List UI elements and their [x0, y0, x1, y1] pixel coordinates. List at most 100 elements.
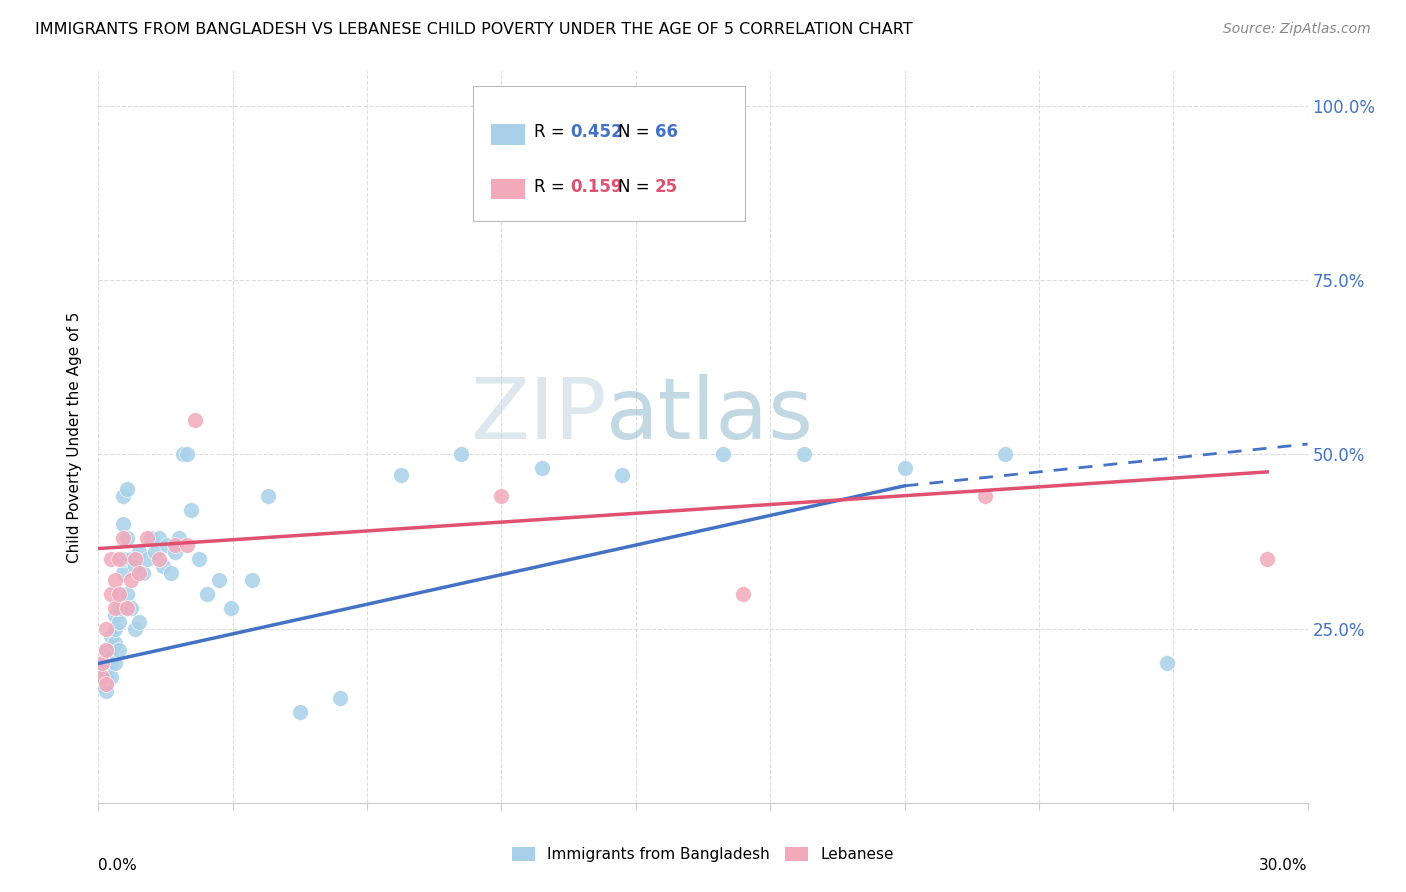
Immigrants from Bangladesh: [530, 461, 553, 475]
Immigrants from Bangladesh: [167, 531, 190, 545]
Immigrants from Bangladesh: [96, 684, 118, 698]
Legend: Immigrants from Bangladesh, Lebanese: Immigrants from Bangladesh, Lebanese: [506, 841, 900, 868]
Immigrants from Bangladesh: [111, 552, 134, 566]
Immigrants from Bangladesh: [96, 670, 118, 684]
Immigrants from Bangladesh: [124, 622, 146, 636]
Immigrants from Bangladesh: [148, 531, 170, 545]
Lebanese: [184, 412, 207, 426]
Immigrants from Bangladesh: [91, 657, 114, 671]
Immigrants from Bangladesh: [103, 607, 125, 622]
Immigrants from Bangladesh: [188, 552, 211, 566]
Immigrants from Bangladesh: [107, 615, 129, 629]
Lebanese: [107, 552, 129, 566]
Text: IMMIGRANTS FROM BANGLADESH VS LEBANESE CHILD POVERTY UNDER THE AGE OF 5 CORRELAT: IMMIGRANTS FROM BANGLADESH VS LEBANESE C…: [35, 22, 912, 37]
Lebanese: [96, 622, 118, 636]
Immigrants from Bangladesh: [100, 670, 122, 684]
Lebanese: [103, 600, 125, 615]
Immigrants from Bangladesh: [240, 573, 263, 587]
FancyBboxPatch shape: [492, 179, 526, 200]
Immigrants from Bangladesh: [1156, 657, 1178, 671]
Lebanese: [733, 587, 755, 601]
Text: N =: N =: [619, 178, 655, 196]
Immigrants from Bangladesh: [132, 566, 155, 580]
Lebanese: [103, 573, 125, 587]
Immigrants from Bangladesh: [124, 558, 146, 573]
FancyBboxPatch shape: [492, 124, 526, 145]
Text: 25: 25: [655, 178, 678, 196]
Immigrants from Bangladesh: [103, 635, 125, 649]
Lebanese: [1256, 552, 1278, 566]
Lebanese: [100, 587, 122, 601]
Lebanese: [176, 538, 198, 552]
Immigrants from Bangladesh: [288, 705, 311, 719]
Lebanese: [96, 642, 118, 657]
Immigrants from Bangladesh: [711, 448, 734, 462]
Lebanese: [115, 600, 138, 615]
Lebanese: [974, 489, 997, 503]
Immigrants from Bangladesh: [100, 657, 122, 671]
Immigrants from Bangladesh: [100, 642, 122, 657]
Lebanese: [148, 552, 170, 566]
FancyBboxPatch shape: [474, 86, 745, 221]
Immigrants from Bangladesh: [208, 573, 231, 587]
Lebanese: [111, 531, 134, 545]
Immigrants from Bangladesh: [450, 448, 472, 462]
Immigrants from Bangladesh: [139, 531, 162, 545]
Immigrants from Bangladesh: [91, 664, 114, 678]
Immigrants from Bangladesh: [256, 489, 278, 503]
Immigrants from Bangladesh: [111, 566, 134, 580]
Immigrants from Bangladesh: [160, 566, 183, 580]
Immigrants from Bangladesh: [107, 642, 129, 657]
Lebanese: [96, 677, 118, 691]
Immigrants from Bangladesh: [103, 657, 125, 671]
Immigrants from Bangladesh: [115, 531, 138, 545]
Text: 0.159: 0.159: [569, 178, 623, 196]
Immigrants from Bangladesh: [176, 448, 198, 462]
Text: 0.452: 0.452: [569, 123, 623, 141]
Immigrants from Bangladesh: [96, 664, 118, 678]
Immigrants from Bangladesh: [793, 448, 815, 462]
Immigrants from Bangladesh: [115, 483, 138, 497]
Text: 0.0%: 0.0%: [98, 858, 138, 872]
Lebanese: [120, 573, 142, 587]
Immigrants from Bangladesh: [103, 622, 125, 636]
Immigrants from Bangladesh: [152, 558, 174, 573]
Immigrants from Bangladesh: [163, 545, 186, 559]
Y-axis label: Child Poverty Under the Age of 5: Child Poverty Under the Age of 5: [67, 311, 83, 563]
Text: 66: 66: [655, 123, 678, 141]
Text: atlas: atlas: [606, 374, 814, 457]
Lebanese: [100, 552, 122, 566]
Immigrants from Bangladesh: [100, 629, 122, 643]
Text: N =: N =: [619, 123, 655, 141]
Immigrants from Bangladesh: [120, 552, 142, 566]
Lebanese: [128, 566, 150, 580]
Text: R =: R =: [534, 123, 569, 141]
Immigrants from Bangladesh: [96, 677, 118, 691]
Immigrants from Bangladesh: [389, 468, 412, 483]
Text: R =: R =: [534, 178, 569, 196]
Immigrants from Bangladesh: [143, 545, 166, 559]
Lebanese: [491, 489, 513, 503]
Immigrants from Bangladesh: [120, 600, 142, 615]
Immigrants from Bangladesh: [612, 468, 634, 483]
Immigrants from Bangladesh: [111, 517, 134, 532]
Immigrants from Bangladesh: [128, 545, 150, 559]
Immigrants from Bangladesh: [107, 587, 129, 601]
Immigrants from Bangladesh: [329, 691, 352, 706]
Lebanese: [135, 531, 157, 545]
Text: 30.0%: 30.0%: [1260, 858, 1308, 872]
Immigrants from Bangladesh: [893, 461, 915, 475]
Text: Source: ZipAtlas.com: Source: ZipAtlas.com: [1223, 22, 1371, 37]
Lebanese: [91, 657, 114, 671]
Lebanese: [124, 552, 146, 566]
Lebanese: [163, 538, 186, 552]
Lebanese: [91, 670, 114, 684]
Immigrants from Bangladesh: [91, 677, 114, 691]
Immigrants from Bangladesh: [96, 657, 118, 671]
Immigrants from Bangladesh: [111, 489, 134, 503]
Immigrants from Bangladesh: [221, 600, 243, 615]
Immigrants from Bangladesh: [156, 538, 179, 552]
Text: ZIP: ZIP: [470, 374, 606, 457]
Immigrants from Bangladesh: [100, 649, 122, 664]
Immigrants from Bangladesh: [135, 552, 157, 566]
